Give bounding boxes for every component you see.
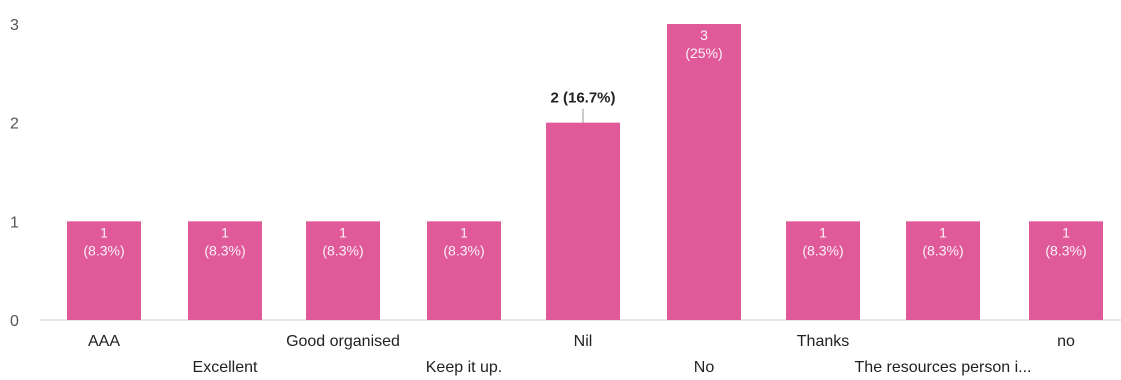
bar	[906, 221, 980, 320]
data-label: (8.3%)	[443, 242, 484, 258]
data-label: 2 (16.7%)	[550, 90, 615, 107]
bar	[1029, 221, 1103, 320]
bar	[306, 221, 380, 320]
data-label: (8.3%)	[204, 242, 245, 258]
data-label: (8.3%)	[83, 242, 124, 258]
data-label: 1	[819, 224, 827, 240]
data-label: 1	[460, 224, 468, 240]
x-category-label: The resources person i...	[855, 359, 1032, 376]
x-axis-labels: AAA Excellent Good organised Keep it up. Nil…	[88, 333, 1075, 376]
y-axis: 0 1 2 3	[10, 17, 19, 330]
x-category-label: Nil	[574, 333, 593, 350]
x-category-label: No	[694, 359, 715, 376]
data-label: (8.3%)	[1045, 242, 1086, 258]
x-category-label: AAA	[88, 333, 120, 350]
data-label: (8.3%)	[322, 242, 363, 258]
x-category-label: Excellent	[193, 359, 258, 376]
bar	[786, 221, 860, 320]
x-category-label: Keep it up.	[426, 359, 503, 376]
bar	[67, 221, 141, 320]
data-label: 1	[939, 224, 947, 240]
bar	[546, 122, 620, 321]
data-label: 1	[1062, 224, 1070, 240]
data-label: 1	[221, 224, 229, 240]
y-tick-label: 1	[10, 214, 19, 231]
x-category-label: Thanks	[797, 333, 849, 350]
bar	[188, 221, 262, 320]
data-label: (8.3%)	[802, 242, 843, 258]
x-category-label: no	[1057, 333, 1075, 350]
data-label: (8.3%)	[922, 242, 963, 258]
data-label: 1	[100, 224, 108, 240]
data-label: 1	[339, 224, 347, 240]
y-tick-label: 2	[10, 116, 19, 133]
y-tick-label: 3	[10, 17, 19, 34]
data-label: 3	[700, 27, 708, 43]
bar	[667, 24, 741, 320]
x-category-label: Good organised	[286, 333, 400, 350]
bar-series: 1 (8.3%) 1 (8.3%) 1 (8.3%) 1 (8.3%) 2 (16.7%) 3 (2…	[67, 24, 1103, 321]
bar	[427, 221, 501, 320]
data-label: (25%)	[685, 45, 722, 61]
y-tick-label: 0	[10, 313, 19, 330]
